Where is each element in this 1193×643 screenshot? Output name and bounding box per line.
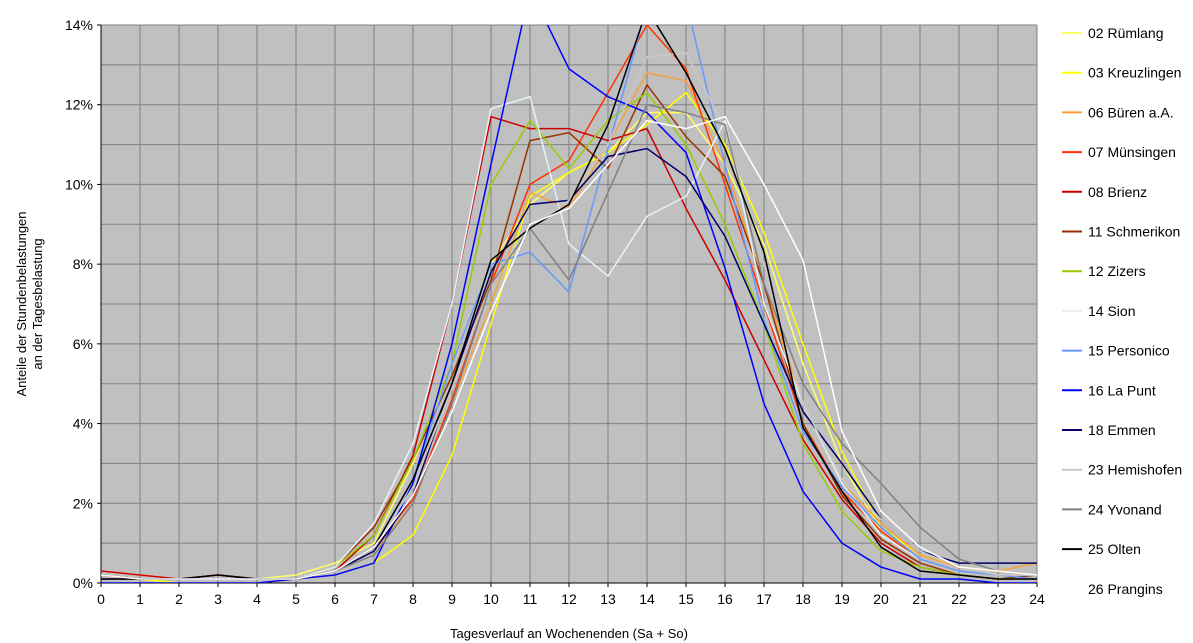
x-tick-label: 11 <box>523 591 538 607</box>
legend-item: 14 Sion <box>1062 303 1135 319</box>
x-tick-label: 2 <box>175 591 183 607</box>
legend-item: 12 Zizers <box>1062 263 1146 279</box>
legend-item: 07 Münsingen <box>1062 144 1176 160</box>
legend-item: 23 Hemishofen <box>1062 462 1182 478</box>
x-tick-label: 12 <box>561 591 577 607</box>
legend-label: 07 Münsingen <box>1088 144 1176 160</box>
legend-item: 06 Büren a.A. <box>1062 104 1174 120</box>
y-tick-label: 6% <box>73 336 93 352</box>
y-tick-label: 10% <box>65 176 93 192</box>
legend-label: 26 Prangins <box>1088 581 1163 597</box>
legend-label: 02 Rümlang <box>1088 25 1164 41</box>
y-tick-label: 12% <box>65 97 93 113</box>
y-tick-label: 2% <box>73 495 93 511</box>
legend-item: 26 Prangins <box>1062 581 1163 597</box>
legend-label: 24 Yvonand <box>1088 501 1162 517</box>
y-axis-label: Anteile der Stundenbelastungenan der Tag… <box>14 211 45 396</box>
series-lines <box>101 25 1037 583</box>
x-tick-label: 23 <box>990 591 1006 607</box>
legend: 02 Rümlang 03 Kreuzlingen 06 Büren a.A. 07 … <box>1062 25 1182 597</box>
legend-item: 25 Olten <box>1062 541 1141 557</box>
x-tick-label: 15 <box>678 591 694 607</box>
x-tick-label: 19 <box>834 591 850 607</box>
legend-label: 08 Brienz <box>1088 184 1147 200</box>
x-tick-label: 5 <box>292 591 300 607</box>
x-tick-label: 13 <box>600 591 616 607</box>
x-tick-label: 18 <box>795 591 811 607</box>
legend-label: 11 Schmerikon <box>1088 224 1180 240</box>
x-tick-label: 24 <box>1029 591 1045 607</box>
legend-item: 16 La Punt <box>1062 382 1156 398</box>
legend-label: 15 Personico <box>1088 343 1170 359</box>
y-tick-label: 4% <box>73 416 93 432</box>
axes: 0%2%4%6%8%10%12%14%0 1 2 3 4 5 6 7 8 9 10 11 12 13 14 1… <box>65 17 1045 607</box>
legend-item: 02 Rümlang <box>1062 25 1164 41</box>
x-tick-label: 1 <box>136 591 144 607</box>
legend-label: 16 La Punt <box>1088 382 1156 398</box>
x-tick-label: 20 <box>873 591 889 607</box>
legend-item: 18 Emmen <box>1062 422 1156 438</box>
legend-item: 08 Brienz <box>1062 184 1147 200</box>
x-tick-label: 6 <box>331 591 339 607</box>
x-tick-label: 21 <box>912 591 928 607</box>
legend-label: 18 Emmen <box>1088 422 1156 438</box>
legend-item: 15 Personico <box>1062 343 1170 359</box>
x-tick-label: 22 <box>951 591 967 607</box>
x-tick-label: 9 <box>448 591 456 607</box>
series-line <box>101 25 1037 583</box>
x-tick-label: 4 <box>253 591 261 607</box>
legend-label: 14 Sion <box>1088 303 1135 319</box>
x-tick-label: 17 <box>756 591 772 607</box>
legend-item: 24 Yvonand <box>1062 501 1162 517</box>
legend-item: 11 Schmerikon <box>1062 224 1180 240</box>
x-axis-label: Tagesverlauf an Wochenenden (Sa + So) <box>450 626 688 641</box>
x-tick-label: 14 <box>639 591 655 607</box>
legend-item: 03 Kreuzlingen <box>1062 65 1181 81</box>
legend-label: 03 Kreuzlingen <box>1088 65 1181 81</box>
x-tick-label: 10 <box>483 591 499 607</box>
y-tick-label: 14% <box>65 17 93 33</box>
series-line <box>101 115 1037 580</box>
legend-label: 25 Olten <box>1088 541 1141 557</box>
y-axis-label-line: an der Tagesbelastung <box>30 238 45 369</box>
legend-label: 06 Büren a.A. <box>1088 104 1174 120</box>
y-axis-label-line: Anteile der Stundenbelastungen <box>14 211 29 396</box>
legend-label: 23 Hemishofen <box>1088 462 1182 478</box>
x-tick-label: 8 <box>409 591 417 607</box>
x-tick-label: 7 <box>370 591 378 607</box>
y-tick-label: 8% <box>73 256 93 272</box>
x-tick-label: 0 <box>97 591 105 607</box>
legend-label: 12 Zizers <box>1088 263 1146 279</box>
x-tick-label: 3 <box>214 591 222 607</box>
x-tick-label: 16 <box>717 591 733 607</box>
y-tick-label: 0% <box>73 575 93 591</box>
